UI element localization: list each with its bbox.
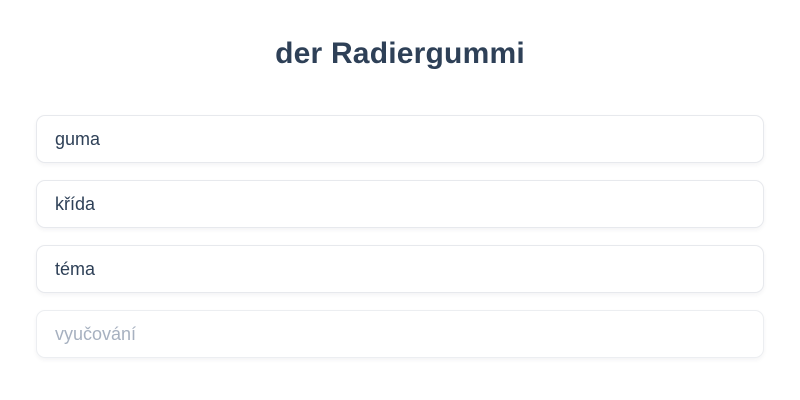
answer-option-3[interactable]: téma [36, 245, 764, 293]
answer-option-2[interactable]: křída [36, 180, 764, 228]
answer-options-list: guma křída téma vyučování [0, 115, 800, 358]
answer-option-4[interactable]: vyučování [36, 310, 764, 358]
quiz-prompt-word: der Radiergummi [275, 37, 525, 70]
answer-option-1[interactable]: guma [36, 115, 764, 163]
